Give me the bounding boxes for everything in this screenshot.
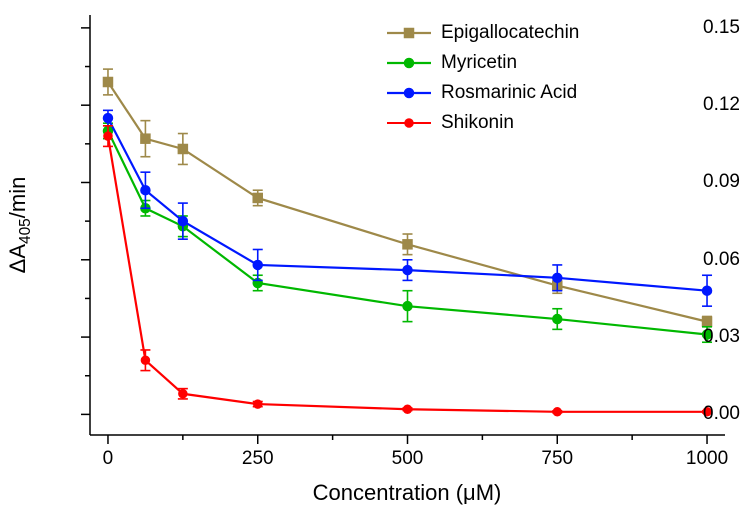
legend-item-epigallocatechin: Epigallocatechin [385,18,579,48]
legend-swatch [385,113,433,133]
legend-item-myricetin: Myricetin [385,48,579,78]
y-tick-label: 0.03 [665,326,740,348]
y-tick-label: 0.00 [665,403,740,425]
legend-label: Myricetin [441,52,517,74]
legend-label: Shikonin [441,112,514,134]
legend-item-rosmarinic: Rosmarinic Acid [385,78,579,108]
legend-swatch [385,23,433,43]
x-tick-label: 500 [392,448,424,470]
x-tick-label: 0 [103,448,114,470]
y-tick-label: 0.09 [665,171,740,193]
x-axis-label: Concentration (μM) [313,480,502,506]
legend-label: Epigallocatechin [441,22,579,44]
legend-swatch [385,53,433,73]
y-tick-label: 0.12 [665,94,740,116]
y-tick-label: 0.15 [665,17,740,39]
chart-container: ΔA405/min Concentration (μM) 0.00 0.03 0.0… [0,0,740,518]
x-tick-label: 750 [541,448,573,470]
y-tick-label: 0.06 [665,249,740,271]
x-tick-label: 250 [242,448,274,470]
legend-label: Rosmarinic Acid [441,82,577,104]
y-axis-label: ΔA405/min [5,177,35,274]
series-rosmarinic [103,110,712,306]
legend-item-shikonin: Shikonin [385,108,579,138]
x-tick-label: 1000 [686,448,728,470]
legend-swatch [385,83,433,103]
chart-svg [0,0,740,518]
legend: Epigallocatechin Myricetin Rosmarinic Acid… [385,18,579,138]
